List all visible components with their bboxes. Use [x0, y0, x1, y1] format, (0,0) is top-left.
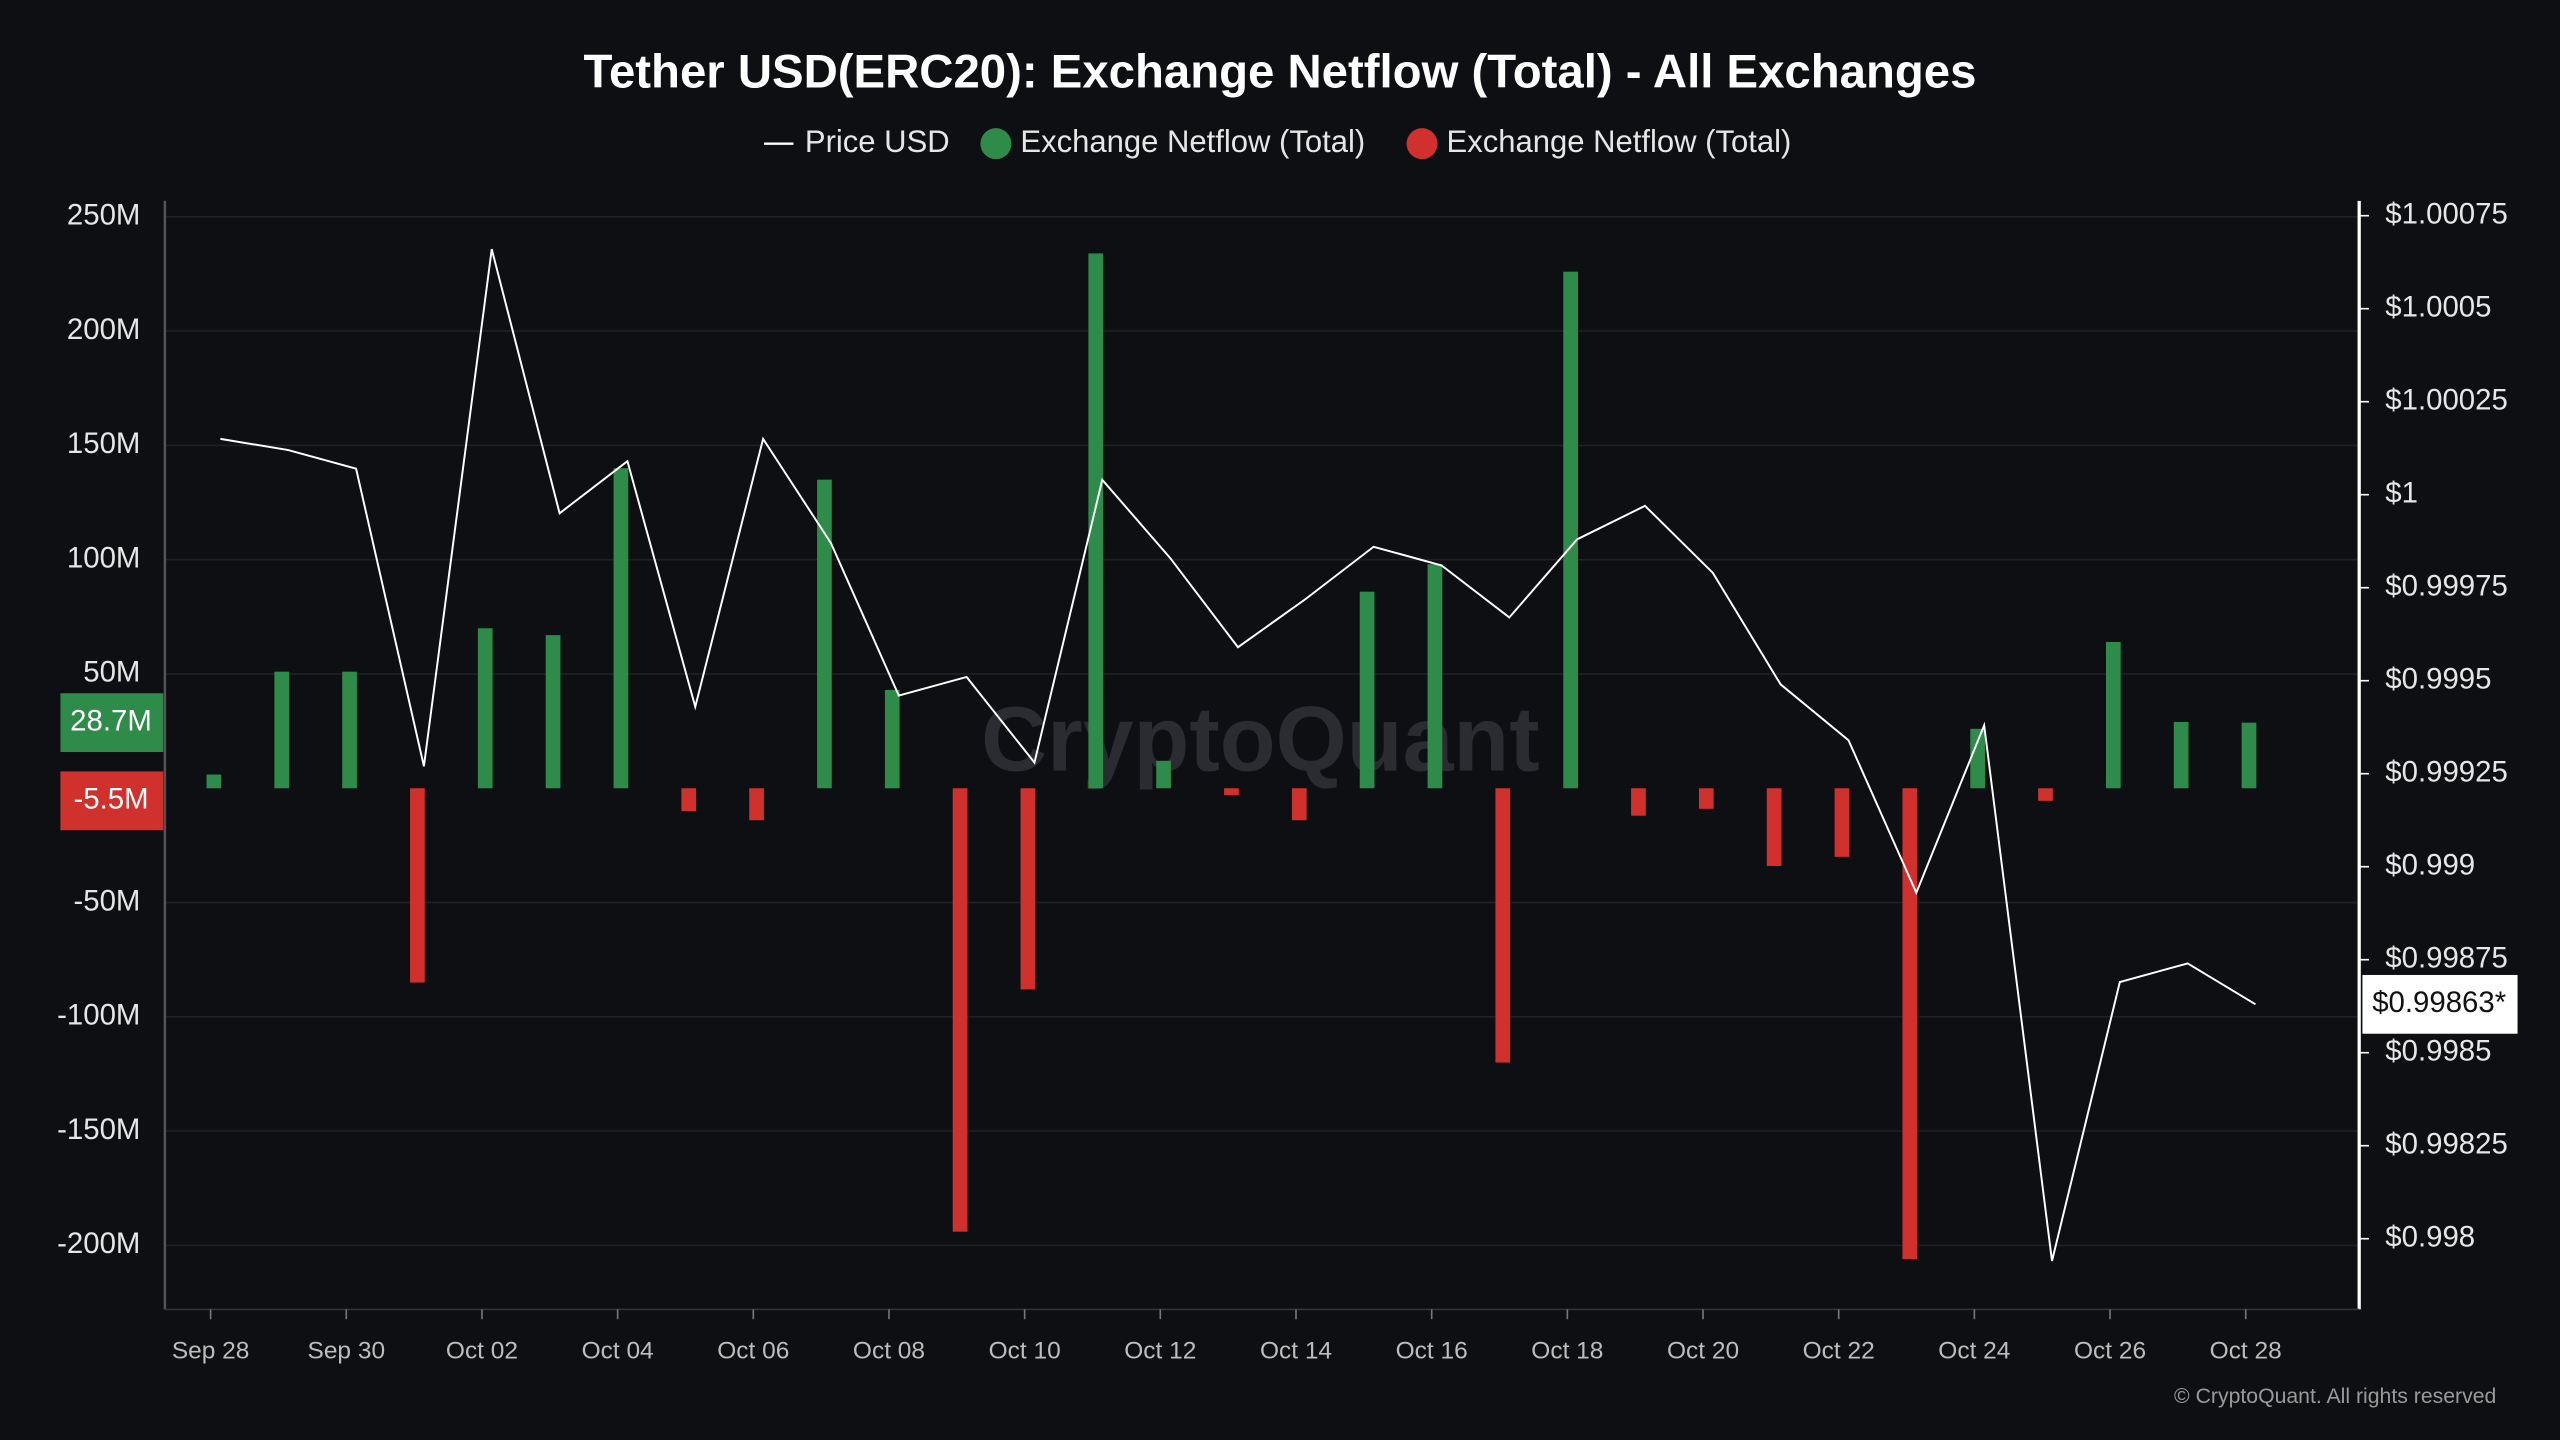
bar	[1291, 788, 1307, 821]
bar	[477, 628, 493, 789]
value-tag-label: 28.7M	[70, 704, 152, 737]
value-tag-label: $0.99863*	[2372, 986, 2506, 1019]
value-tag	[2362, 974, 2518, 1034]
bar	[681, 788, 697, 812]
bar	[1698, 788, 1714, 809]
credit: © CryptoQuant. All rights reserved	[2174, 1385, 2496, 1408]
value-tag	[60, 693, 164, 753]
x-tick-label: Oct 26	[2074, 1337, 2146, 1364]
y2-tick-label: $1.00025	[2385, 383, 2508, 416]
y-tick-label: 150M	[67, 427, 140, 460]
bar	[1427, 564, 1443, 789]
bar	[2241, 722, 2257, 789]
bar	[1224, 788, 1239, 796]
bar	[274, 671, 290, 789]
x-tick-label: Oct 02	[446, 1337, 518, 1364]
bar	[1766, 788, 1782, 866]
y-tick-label: 250M	[67, 199, 140, 232]
y-tick-label: 100M	[67, 541, 140, 574]
y2-tick-label: $0.9985	[2385, 1034, 2491, 1067]
bar	[2173, 721, 2189, 789]
bar	[1156, 760, 1171, 789]
y2-tick-label: $0.99825	[2385, 1127, 2508, 1160]
legend-swatch	[1406, 128, 1438, 160]
bar	[749, 788, 764, 821]
price-line	[220, 248, 2257, 1262]
y-tick-label: 200M	[67, 313, 140, 346]
x-tick-label: Oct 12	[1124, 1337, 1196, 1364]
y2-tick-label: $0.999	[2385, 848, 2475, 881]
x-tick-label: Oct 08	[853, 1337, 925, 1364]
bar	[1088, 253, 1104, 789]
bar	[206, 774, 222, 789]
x-tick-label: Oct 04	[582, 1337, 654, 1364]
y-tick-label: -100M	[57, 999, 140, 1032]
bar	[884, 689, 900, 789]
y2-tick-label: $0.99925	[2385, 755, 2508, 788]
x-tick-label: Oct 24	[1938, 1337, 2010, 1364]
y-tick-label: -150M	[57, 1113, 140, 1146]
legend-swatch	[980, 128, 1012, 160]
x-tick-label: Oct 14	[1260, 1337, 1332, 1364]
y2-tick-label: $1.0005	[2385, 290, 2491, 323]
legend-label: Exchange Netflow (Total)	[1447, 124, 1792, 159]
y2-tick-label: $0.99975	[2385, 569, 2508, 602]
y-tick-label: 50M	[83, 656, 140, 689]
bar	[2038, 788, 2053, 801]
bar	[545, 635, 561, 789]
bar	[1970, 728, 1985, 789]
bar	[410, 788, 425, 983]
y2-tick-label: $1.00075	[2385, 197, 2508, 230]
bar	[1631, 788, 1646, 816]
legend-label: Price USD	[805, 124, 950, 159]
x-tick-label: Oct 22	[1803, 1337, 1875, 1364]
y-tick-label: -50M	[73, 884, 140, 917]
bar	[1563, 271, 1578, 789]
bar	[1020, 788, 1036, 990]
x-tick-label: Oct 20	[1667, 1337, 1739, 1364]
watermark: CryptoQuant	[981, 688, 1540, 790]
x-tick-label: Oct 18	[1531, 1337, 1603, 1364]
bar	[342, 671, 357, 789]
y2-tick-label: $0.998	[2385, 1220, 2475, 1253]
bar	[2105, 641, 2121, 789]
x-tick-label: Oct 06	[717, 1337, 789, 1364]
y2-tick-label: $0.9995	[2385, 662, 2491, 695]
y2-tick-label: $1	[2385, 476, 2418, 509]
value-tag-label: -5.5M	[73, 783, 148, 816]
bar	[1359, 591, 1375, 789]
legend-label: Exchange Netflow (Total)	[1020, 124, 1365, 159]
bar	[1834, 788, 1850, 857]
bar	[1495, 788, 1511, 1063]
y2-tick-label: $0.99875	[2385, 941, 2508, 974]
bar	[952, 788, 968, 1232]
bar	[817, 479, 832, 789]
x-tick-label: Oct 28	[2210, 1337, 2282, 1364]
x-tick-label: Sep 28	[172, 1337, 250, 1364]
bar	[613, 468, 629, 789]
y-tick-label: -200M	[57, 1227, 140, 1260]
x-tick-label: Sep 30	[308, 1337, 386, 1364]
x-tick-label: Oct 10	[989, 1337, 1061, 1364]
x-tick-label: Oct 16	[1396, 1337, 1468, 1364]
value-tag	[60, 771, 164, 831]
chart-title: Tether USD(ERC20): Exchange Netflow (Tot…	[584, 46, 1977, 99]
bar	[1902, 788, 1918, 1260]
